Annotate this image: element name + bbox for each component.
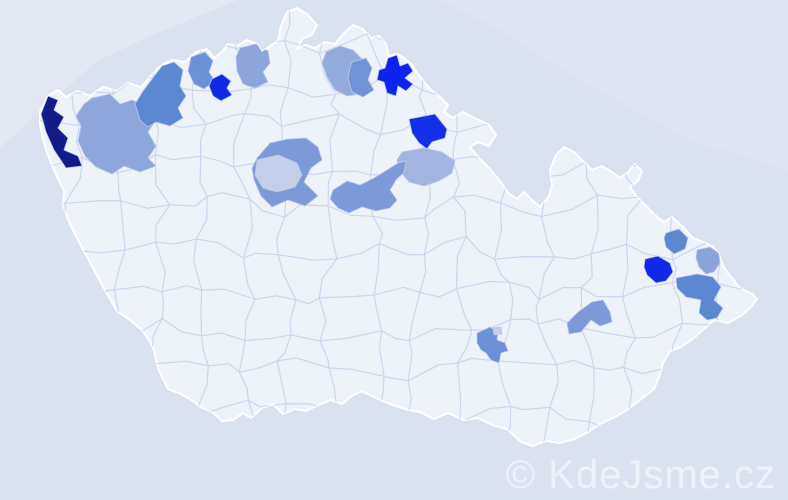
district-north-vivid-cross <box>376 54 414 97</box>
district-west-tip-strip <box>40 95 83 169</box>
district-central-chain <box>329 160 407 214</box>
district-capital-cell <box>254 154 303 193</box>
neighbor-area-0 <box>0 0 238 148</box>
district-silesia-medium-se <box>675 273 724 321</box>
highlighted-districts <box>40 43 724 364</box>
district-north-vivid-small <box>208 73 233 102</box>
district-northwest-ridge <box>134 61 187 128</box>
district-silesia-medium-nw <box>663 228 689 255</box>
district-northeast-vivid-wedge <box>408 113 448 150</box>
district-northcenter-medium <box>347 57 375 98</box>
district-south-moravia-cell <box>492 326 503 336</box>
country-silhouette <box>39 7 758 447</box>
district-east-moravia-slate <box>566 299 613 335</box>
district-west-blob <box>75 93 157 175</box>
district-silesia-vivid <box>643 255 674 284</box>
neighbor-area-1 <box>440 0 788 170</box>
district-silesia-light-ne <box>695 246 721 275</box>
